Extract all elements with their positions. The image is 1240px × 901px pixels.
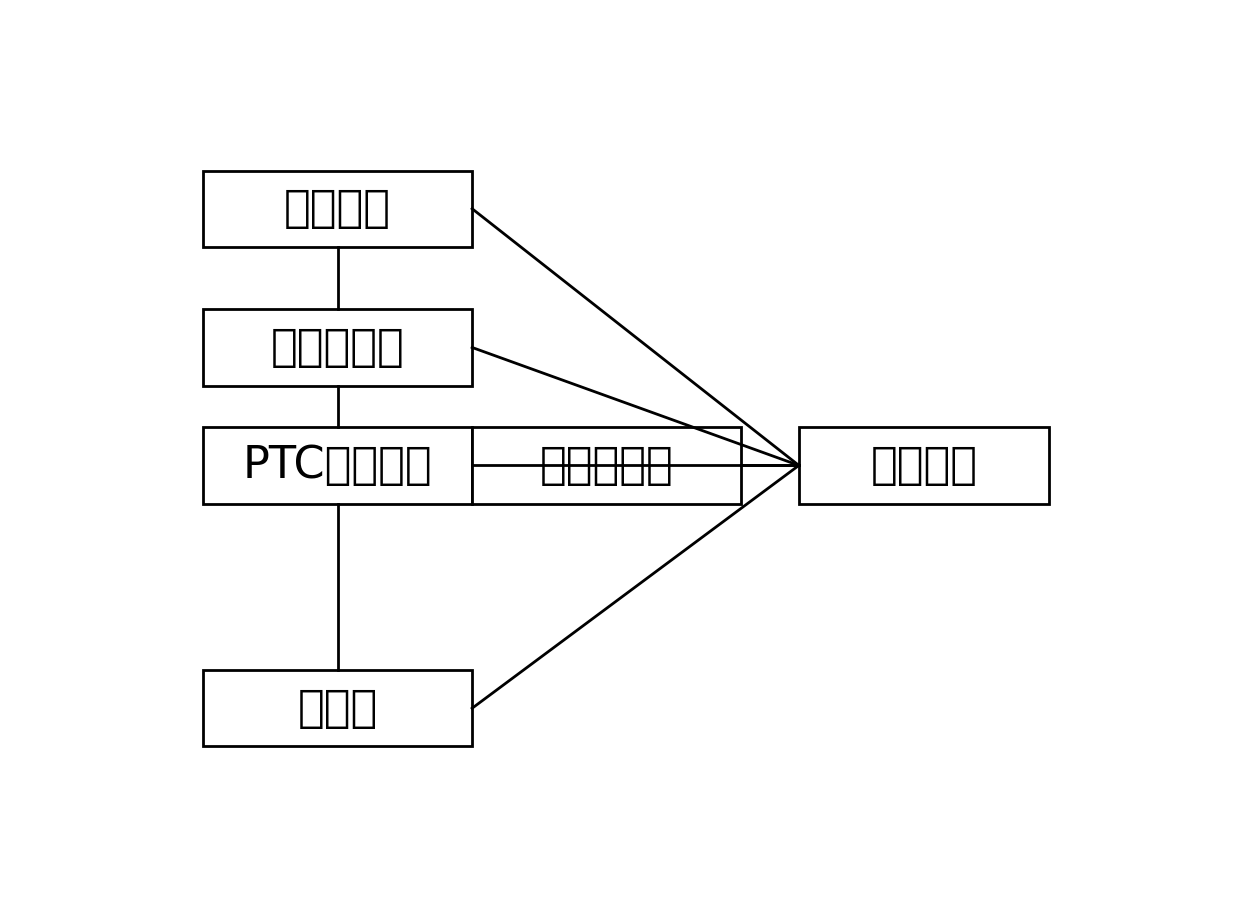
Text: PTC发热组件: PTC发热组件 bbox=[243, 444, 433, 487]
Bar bbox=[203, 427, 472, 504]
Text: 电压调节器: 电压调节器 bbox=[270, 326, 404, 369]
Bar bbox=[203, 309, 472, 386]
Bar bbox=[203, 170, 472, 247]
Text: 控制开关: 控制开关 bbox=[284, 187, 391, 231]
Text: 控制终端: 控制终端 bbox=[870, 444, 977, 487]
Bar bbox=[799, 427, 1049, 504]
Bar bbox=[472, 427, 742, 504]
Text: 传感器: 传感器 bbox=[298, 687, 378, 730]
Bar bbox=[203, 670, 472, 746]
Text: 温度传感器: 温度传感器 bbox=[539, 444, 673, 487]
